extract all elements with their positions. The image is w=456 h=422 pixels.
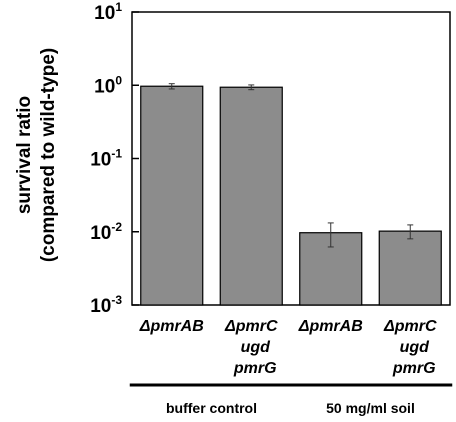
group-label: buffer control — [166, 400, 257, 416]
error-bar — [407, 224, 414, 240]
x-category-label: ΔpmrAB — [139, 318, 204, 335]
error-bar — [168, 83, 175, 90]
y-axis-label: survival ratio (compared to wild-type) — [14, 48, 59, 262]
x-category-label: ΔpmrC ugd pmrG — [383, 318, 437, 377]
y-tick-label: 10-1 — [90, 147, 122, 171]
y-tick-label: 10-3 — [90, 293, 122, 317]
x-axis-category-labels: ΔpmrAB ΔpmrC ugd pmrG ΔpmrAB ΔpmrC ugd pmrG — [139, 318, 437, 377]
y-axis-label-line-2: (compared to wild-type) — [38, 48, 59, 262]
bars — [140, 83, 442, 306]
y-tick-label: 101 — [94, 0, 122, 24]
y-tick-label: 100 — [94, 73, 122, 97]
x-category-label: ΔpmrC ugd pmrG — [224, 318, 278, 377]
bar — [219, 86, 283, 306]
bar — [378, 230, 442, 306]
y-tick-label: 10-2 — [90, 220, 122, 244]
error-bar — [327, 222, 334, 248]
x-category-label: ΔpmrAB — [298, 318, 363, 335]
bar — [140, 85, 204, 306]
group-label: 50 mg/ml soil — [326, 400, 415, 416]
group-labels: buffer control 50 mg/ml soil — [129, 383, 453, 416]
error-bar — [248, 84, 255, 91]
y-axis-label-line-1: survival ratio — [14, 96, 35, 214]
